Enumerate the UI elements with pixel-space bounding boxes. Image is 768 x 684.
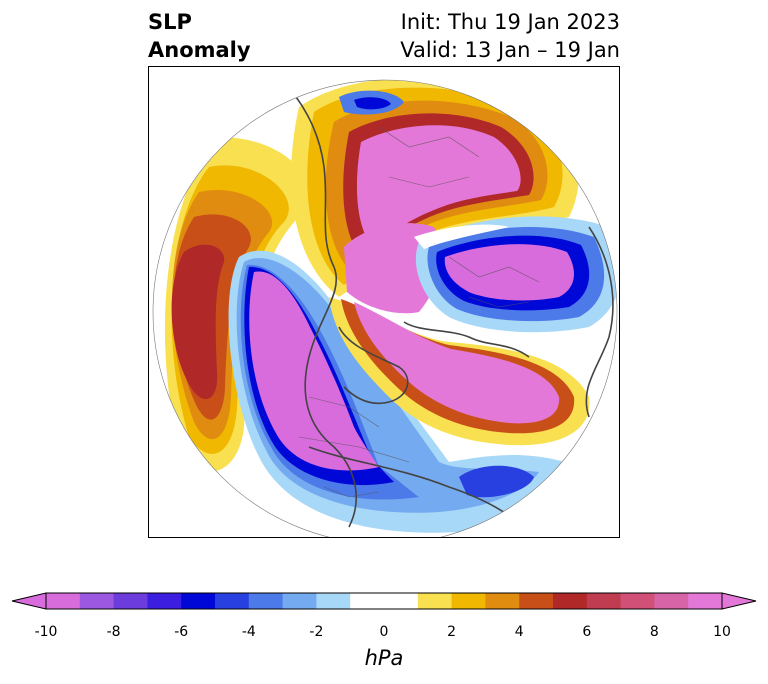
arctic-bridge bbox=[344, 223, 442, 314]
projection-boundary bbox=[152, 79, 618, 537]
colorbar-tick-label: 4 bbox=[514, 624, 524, 640]
map-title: SLP Anomaly bbox=[148, 8, 251, 64]
colorbar-extend-min bbox=[11, 592, 47, 610]
colorbar bbox=[11, 592, 757, 610]
colorbar-bin bbox=[519, 593, 554, 609]
anomaly-map bbox=[152, 79, 618, 537]
na-negative-core bbox=[249, 271, 379, 471]
colorbar-bin bbox=[316, 593, 351, 609]
colorbar-unit: hPa bbox=[364, 646, 404, 670]
colorbar-bin bbox=[654, 593, 689, 609]
colorbar-tick-label: 10 bbox=[713, 624, 731, 640]
title-anomaly: Anomaly bbox=[148, 38, 251, 62]
colorbar-bin bbox=[113, 593, 148, 609]
colorbar-tick-label: -10 bbox=[34, 624, 58, 640]
atlantic-positive-core bbox=[354, 302, 560, 424]
colorbar-tick-label: 6 bbox=[582, 624, 592, 640]
colorbar-bin bbox=[282, 593, 317, 609]
colorbar-bin bbox=[688, 593, 723, 609]
colorbar-bin bbox=[181, 593, 216, 609]
borders bbox=[298, 126, 540, 498]
map-dates: Init: Thu 19 Jan 2023 Valid: 13 Jan – 19… bbox=[400, 8, 620, 64]
colorbar-bin bbox=[553, 593, 588, 609]
colorbar-bin bbox=[46, 593, 81, 609]
colorbar-bin bbox=[248, 593, 284, 609]
colorbar-bin bbox=[417, 593, 453, 609]
europe-negative-core bbox=[354, 97, 391, 110]
colorbar-bin bbox=[215, 593, 250, 609]
colorbar-bin bbox=[79, 593, 115, 609]
colorbar-bin bbox=[620, 593, 655, 609]
title-variable: SLP bbox=[148, 10, 192, 34]
colorbar-bin bbox=[350, 593, 385, 609]
colorbar-tick-label: -4 bbox=[241, 624, 256, 640]
pacific-positive-core bbox=[171, 244, 225, 400]
colorbar-tick-label: 0 bbox=[379, 624, 389, 640]
colorbar-tick-label: 2 bbox=[447, 624, 457, 640]
init-date: Init: Thu 19 Jan 2023 bbox=[400, 10, 620, 34]
arctic-positive-core bbox=[356, 125, 521, 247]
colorbar-tick-label: -6 bbox=[174, 624, 189, 640]
colorbar-bin bbox=[586, 593, 622, 609]
asia-negative-core bbox=[444, 244, 574, 301]
colorbar-bin bbox=[147, 593, 182, 609]
colorbar-tick-label: -2 bbox=[309, 624, 324, 640]
valid-range: Valid: 13 Jan – 19 Jan bbox=[400, 38, 620, 62]
colorbar-outline bbox=[45, 592, 723, 610]
map-panel bbox=[148, 66, 620, 538]
colorbar-tick-label: 8 bbox=[649, 624, 659, 640]
colorbar-bin bbox=[384, 593, 419, 609]
na-atlantic-low bbox=[459, 465, 534, 498]
anomaly-field bbox=[153, 80, 617, 537]
colorbar-extend-max bbox=[721, 592, 757, 610]
colorbar-bin bbox=[485, 593, 520, 609]
colorbar-bin bbox=[451, 593, 486, 609]
asia-white-gap bbox=[414, 224, 509, 249]
colorbar-bins bbox=[46, 593, 723, 609]
colorbar-tick-label: -8 bbox=[106, 624, 121, 640]
